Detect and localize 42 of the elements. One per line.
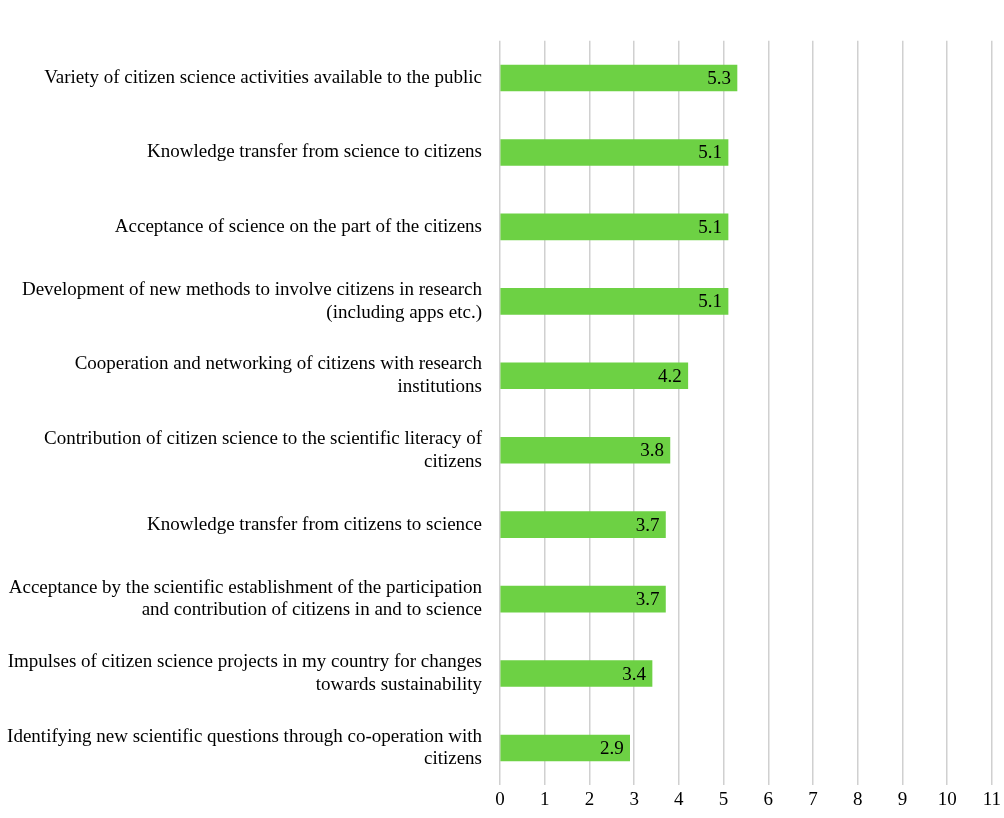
y-tick-label: Acceptance of science on the part of the citizens	[114, 214, 482, 236]
y-tick-label: Contribution of citizen science to the scientific literacy of citizens	[44, 426, 483, 471]
bar	[500, 436, 671, 464]
x-tick-label: 0	[495, 787, 505, 809]
x-tick-label: 2	[584, 787, 595, 809]
bar	[500, 511, 666, 538]
data-label: 5.1	[698, 290, 723, 312]
y-tick-label: Variety of citizen science activities available to the public	[44, 66, 482, 87]
y-tick-label: Development of new methods to involve citizens in research (including apps etc.)	[21, 277, 483, 323]
x-tick-label: 5	[718, 787, 729, 809]
y-tick-label: Acceptance by the scientific establishment of the participation and contribution of citizens in and to science	[8, 575, 483, 620]
bar	[500, 288, 729, 315]
bar	[500, 64, 738, 92]
x-tick-label: 1	[539, 787, 550, 809]
y-tick-label: Impulses of citizen science projects in my country for changes towards sustainability	[7, 650, 483, 694]
y-tick-label: Knowledge transfer from science to citizens	[146, 140, 482, 162]
data-label: 3.4	[622, 662, 647, 684]
data-label: 5.1	[698, 215, 723, 237]
data-label: 3.8	[640, 439, 664, 461]
x-tick-label: 11	[982, 787, 1001, 809]
data-label: 3.7	[635, 513, 660, 535]
x-tick-label: 10	[937, 787, 957, 809]
data-label: 5.1	[698, 141, 723, 163]
bar	[500, 585, 666, 613]
y-tick-label: Knowledge transfer from citizens to science	[146, 512, 482, 534]
bar	[500, 362, 689, 390]
bar	[500, 734, 630, 762]
x-tick-label: 8	[852, 787, 863, 809]
x-tick-label: 3	[629, 787, 639, 809]
y-tick-label: Cooperation and networking of citizens with research institutions	[74, 352, 483, 397]
data-label: 2.9	[599, 736, 624, 758]
bar	[500, 139, 729, 166]
x-tick-label: 7	[808, 787, 818, 809]
y-tick-label: Identifying new scientific questions through co-operation with citizens	[7, 724, 483, 769]
data-label: 4.2	[658, 364, 682, 386]
data-label: 3.7	[635, 588, 660, 610]
x-tick-label: 9	[897, 787, 908, 809]
data-label: 5.3	[707, 67, 731, 88]
bar	[500, 213, 729, 241]
x-tick-label: 4	[674, 787, 685, 809]
x-tick-label: 6	[763, 787, 774, 809]
bar	[500, 660, 653, 687]
